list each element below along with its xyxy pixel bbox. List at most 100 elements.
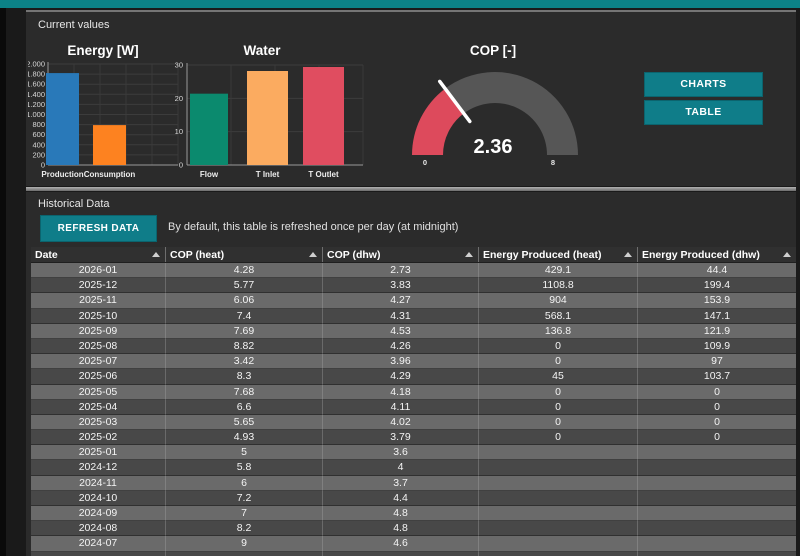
table-cell [31, 551, 166, 556]
table-row: 2025-01 5 3.6 [31, 445, 796, 461]
table-cell: 45 [479, 369, 638, 385]
sort-asc-icon [152, 252, 160, 257]
svg-text:400: 400 [32, 140, 45, 149]
table-cell: 4.28 [166, 263, 323, 279]
table-cell: 4.31 [323, 308, 479, 324]
table-cell: 3.83 [323, 278, 479, 294]
table-button[interactable]: TABLE [644, 100, 763, 125]
svg-text:0: 0 [179, 161, 183, 170]
table-cell: 2.73 [323, 263, 479, 279]
svg-text:2.000: 2.000 [28, 60, 45, 69]
table-cell: 2024-08 [31, 521, 166, 537]
table-cell [638, 506, 796, 522]
table-cell: 8.3 [166, 369, 323, 385]
table-cell: 121.9 [638, 324, 796, 339]
table-cell [638, 460, 796, 476]
historical-data-table: Date COP (heat) COP (dhw) Energy Produced (… [31, 247, 796, 556]
table-cell: 2024-09 [31, 506, 166, 522]
table-row: 2024-11 6 3.7 [31, 475, 796, 491]
svg-text:30: 30 [175, 61, 183, 70]
table-cell: 3.42 [166, 354, 323, 370]
table-cell: 2025-09 [31, 323, 166, 339]
table-cell: 7.4 [166, 308, 323, 324]
table-cell: 2025-08 [31, 338, 166, 355]
table-row: 2025-12 5.77 3.83 1108.8 199.4 [31, 278, 796, 294]
bar-t-outlet [303, 67, 344, 165]
table-row: 2026-01 4.28 2.73 429.1 44.4 [31, 263, 796, 279]
table-row: 2025-05 7.68 4.18 0 0 [31, 384, 796, 400]
table-cell [638, 521, 796, 537]
table-cell: 0 [638, 400, 796, 415]
table-cell: 4.4 [323, 490, 479, 506]
panel-splitter[interactable] [26, 187, 796, 191]
table-cell: 7.2 [166, 490, 323, 506]
water-bar-chart: 0 10 20 30 Flow T Inlet T Outlet [175, 61, 364, 179]
table-header-row: Date COP (heat) COP (dhw) Energy Produced (… [31, 247, 796, 263]
table-cell: 2025-07 [31, 354, 166, 370]
table-cell: 9 [166, 536, 323, 552]
header-cell-date[interactable]: Date [31, 247, 166, 262]
header-cell-cop-dhw[interactable]: COP (dhw) [323, 247, 479, 262]
table-cell: 3.79 [323, 430, 479, 446]
table-row: 2024-10 7.2 4.4 [31, 490, 796, 506]
table-cell: 4.8 [323, 506, 479, 522]
table-cell: 0 [638, 415, 796, 431]
table-cell [479, 551, 638, 556]
table-cell: 44.4 [638, 263, 796, 279]
table-row: 2025-04 6.6 4.11 0 0 [31, 399, 796, 415]
table-cell: 0 [638, 430, 796, 446]
svg-text:1.400: 1.400 [28, 90, 45, 99]
table-cell: 2025-04 [31, 399, 166, 415]
table-cell: 0 [479, 384, 638, 400]
svg-text:1.000: 1.000 [28, 110, 45, 119]
table-cell: 2024-10 [31, 490, 166, 506]
table-cell [479, 506, 638, 522]
bar-label: T Inlet [256, 170, 280, 179]
table-cell: 97 [638, 354, 796, 370]
gauge-needle [438, 79, 472, 124]
table-cell: 4.02 [323, 414, 479, 431]
header-cell-cop-heat[interactable]: COP (heat) [166, 247, 323, 262]
table-cell: 7.68 [166, 384, 323, 400]
table-cell: 109.9 [638, 339, 796, 355]
table-cell [638, 476, 796, 491]
table-cell: 3.96 [323, 354, 479, 370]
energy-bar-chart: 0 2004006008001.0001.2001.4001.6001.8002.… [28, 60, 179, 179]
table-row: 2025-10 7.4 4.31 568.1 147.1 [31, 308, 796, 324]
svg-text:200: 200 [32, 150, 45, 159]
table-cell: 136.8 [479, 323, 638, 339]
svg-text:0: 0 [41, 161, 45, 170]
header-cell-energy-produced-heat[interactable]: Energy Produced (heat) [479, 247, 638, 262]
table-cell: 5.65 [166, 414, 323, 431]
table-cell: 6 [166, 475, 323, 491]
table-cell: 2024-07 [31, 536, 166, 552]
table-cell [479, 445, 638, 461]
svg-text:600: 600 [32, 130, 45, 139]
sort-asc-icon [309, 252, 317, 257]
table-cell: 4.11 [323, 399, 479, 415]
table-cell [479, 521, 638, 537]
charts-button[interactable]: CHARTS [644, 72, 763, 97]
left-edge-strip [0, 8, 6, 556]
svg-text:1.600: 1.600 [28, 80, 45, 89]
table-cell: 4 [323, 460, 479, 476]
historical-data-title: Historical Data [38, 198, 110, 210]
table-cell: 5.8 [166, 460, 323, 476]
bar-consumption [93, 125, 126, 165]
header-cell-energy-produced-dhw[interactable]: Energy Produced (dhw) [638, 247, 796, 262]
table-row: 2025-06 8.3 4.29 45 103.7 [31, 369, 796, 385]
table-cell: 153.9 [638, 293, 796, 309]
refresh-data-button[interactable]: REFRESH DATA [40, 215, 157, 242]
table-cell: 2025-10 [31, 308, 166, 324]
header-label: Date [35, 248, 58, 261]
bar-label: Flow [200, 170, 219, 179]
table-cell: 2025-03 [31, 414, 166, 431]
svg-text:800: 800 [32, 120, 45, 129]
table-cell: 2025-12 [31, 278, 166, 294]
table-cell: 2024-11 [31, 475, 166, 491]
table-cell: 2025-01 [31, 445, 166, 461]
table-row: 2025-08 8.82 4.26 0 109.9 [31, 338, 796, 355]
table-cell: 0 [479, 338, 638, 355]
gauge-filled-arc [412, 88, 464, 155]
